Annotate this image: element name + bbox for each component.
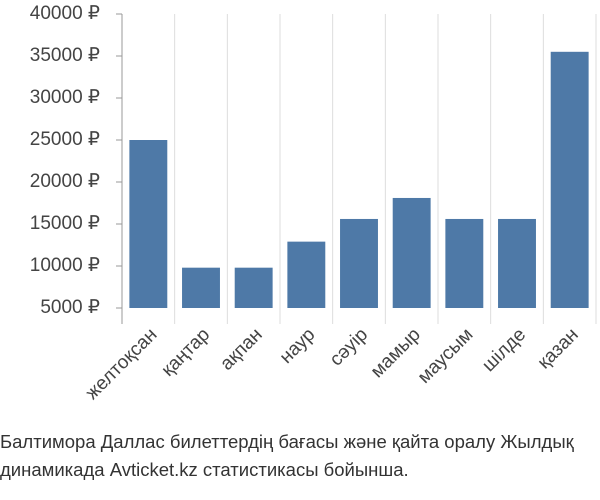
x-tick-label: қазан [534, 324, 583, 373]
bar [392, 197, 431, 308]
x-tick-label: ақпан [216, 324, 266, 374]
x-tick-label: қаңтар [158, 324, 215, 381]
x-tick-label: наур [276, 324, 320, 368]
x-tick-label: сәуір [326, 324, 372, 370]
y-tick-label: 5000 ₽ [40, 297, 100, 318]
chart: 5000 ₽ 10000 ₽ 15000 ₽ 20000 ₽ 25000 ₽ 30000 … [30, 3, 597, 404]
bar [498, 218, 536, 308]
y-tick-label: 20000 ₽ [30, 171, 100, 192]
y-tick-label: 30000 ₽ [30, 87, 100, 108]
x-tick-label: маусым [414, 324, 478, 388]
bar [182, 267, 220, 308]
bar [287, 241, 326, 308]
y-tick-label: 40000 ₽ [30, 3, 100, 24]
bar [234, 267, 273, 308]
x-tick-label: желтоқсан [82, 324, 162, 404]
chart-title: Балтимора Даллас билеттердің бағасы және… [0, 431, 574, 480]
y-tick-label: 35000 ₽ [30, 45, 100, 66]
bar [445, 218, 484, 308]
y-tick-label: 15000 ₽ [30, 213, 100, 234]
y-tick-label: 10000 ₽ [30, 255, 100, 276]
bar [550, 51, 589, 309]
bar [340, 218, 378, 308]
x-tick-label: шілде [478, 324, 530, 376]
bar [129, 140, 168, 308]
y-tick-label: 25000 ₽ [30, 129, 100, 150]
